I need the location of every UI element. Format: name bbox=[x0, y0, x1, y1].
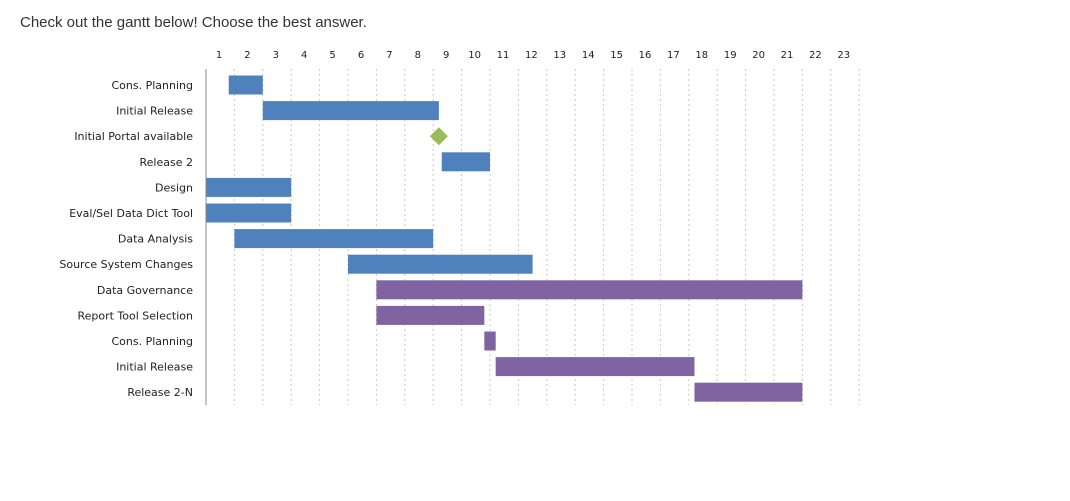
x-tick-label: 17 bbox=[667, 50, 680, 61]
x-tick-label: 21 bbox=[781, 50, 794, 61]
x-tick-label: 5 bbox=[329, 50, 335, 61]
x-tick-label: 9 bbox=[443, 50, 449, 61]
task-bar bbox=[441, 152, 490, 172]
milestone-diamond bbox=[429, 127, 448, 146]
task-label: Source System Changes bbox=[59, 258, 193, 271]
task-label: Data Analysis bbox=[118, 233, 193, 246]
task-label: Data Governance bbox=[97, 284, 193, 297]
x-tick-label: 8 bbox=[415, 50, 421, 61]
task-bar bbox=[206, 177, 292, 197]
task-label: Report Tool Selection bbox=[77, 309, 193, 322]
task-bars bbox=[206, 75, 803, 402]
question-prompt: Check out the gantt below! Choose the be… bbox=[20, 14, 367, 31]
x-tick-label: 6 bbox=[358, 50, 364, 61]
x-tick-label: 3 bbox=[273, 50, 279, 61]
x-tick-label: 13 bbox=[553, 50, 566, 61]
task-labels: Cons. Planning Initial Release Initial Por… bbox=[59, 79, 193, 399]
task-label: Cons. Planning bbox=[112, 79, 194, 92]
x-tick-label: 12 bbox=[525, 50, 538, 61]
task-label: Initial Release bbox=[116, 105, 193, 118]
x-tick-label: 20 bbox=[752, 50, 765, 61]
task-label: Design bbox=[155, 181, 193, 194]
x-tick-label: 2 bbox=[244, 50, 250, 61]
x-tick-label: 23 bbox=[837, 50, 850, 61]
task-label: Initial Release bbox=[116, 361, 193, 374]
x-tick-label: 1 bbox=[216, 50, 222, 61]
x-tick-label: 19 bbox=[724, 50, 737, 61]
x-tick-label: 15 bbox=[610, 50, 623, 61]
x-tick-label: 11 bbox=[497, 50, 510, 61]
x-tick-label: 18 bbox=[695, 50, 708, 61]
task-label: Cons. Planning bbox=[112, 335, 194, 348]
x-tick-label: 14 bbox=[582, 50, 595, 61]
task-label: Eval/Sel Data Dict Tool bbox=[69, 207, 193, 220]
task-label: Release 2 bbox=[140, 156, 193, 169]
task-bar bbox=[694, 382, 803, 402]
x-tick-label: 7 bbox=[386, 50, 392, 61]
x-tick-label: 10 bbox=[468, 50, 481, 61]
task-bar bbox=[484, 331, 496, 351]
task-bar bbox=[228, 75, 263, 95]
task-bar bbox=[348, 254, 533, 274]
task-bar bbox=[206, 203, 292, 223]
task-label: Initial Portal available bbox=[74, 130, 193, 143]
task-bar bbox=[495, 357, 695, 377]
task-bar bbox=[234, 229, 434, 249]
task-bar bbox=[376, 305, 485, 325]
grid-lines bbox=[233, 69, 860, 405]
x-tick-label: 4 bbox=[301, 50, 307, 61]
task-label: Release 2-N bbox=[127, 386, 193, 399]
task-bar bbox=[376, 280, 803, 300]
x-tick-label: 16 bbox=[639, 50, 652, 61]
x-tick-label: 22 bbox=[809, 50, 822, 61]
x-axis-ticks: 1 2 3 4 5 6 7 8 9 10 11 12 13 14 15 16 17 18 19 20 21 22 23 bbox=[216, 50, 850, 61]
task-bar bbox=[262, 101, 439, 121]
